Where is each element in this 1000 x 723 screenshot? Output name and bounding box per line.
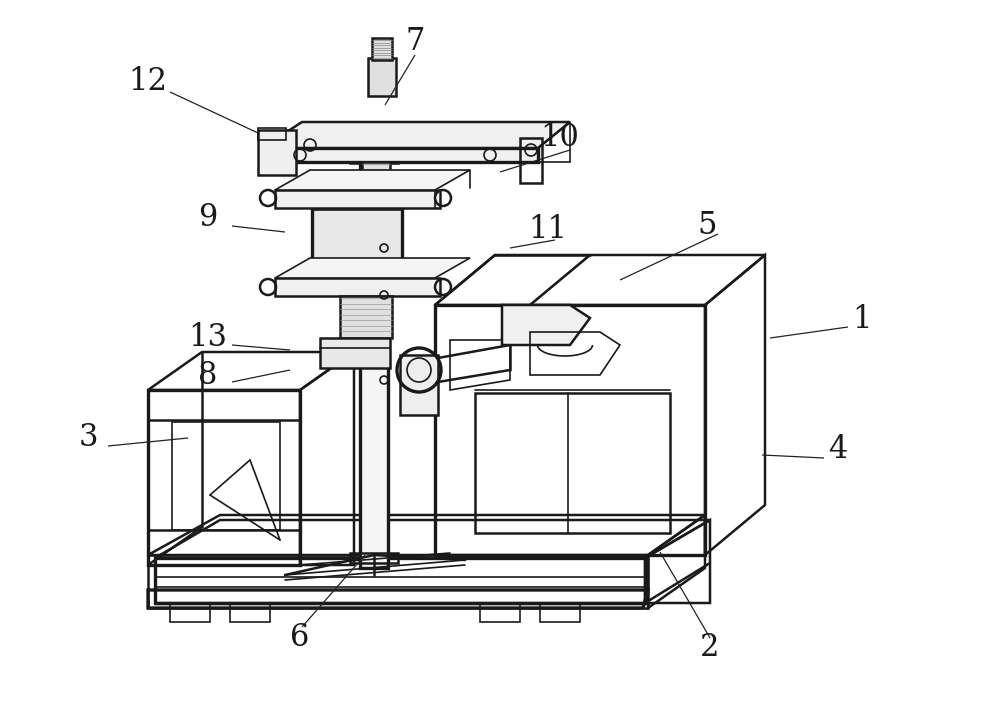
- Bar: [435, 305, 705, 555]
- Bar: [155, 577, 645, 587]
- Bar: [320, 338, 390, 368]
- Text: 7: 7: [405, 27, 425, 58]
- Bar: [350, 553, 398, 563]
- Bar: [275, 190, 440, 208]
- Text: 6: 6: [290, 623, 310, 654]
- Bar: [540, 604, 580, 622]
- Bar: [172, 422, 280, 530]
- Text: 5: 5: [697, 210, 717, 241]
- Text: 13: 13: [188, 322, 228, 354]
- Bar: [170, 604, 210, 622]
- Text: 2: 2: [700, 633, 720, 664]
- Text: 11: 11: [528, 215, 568, 246]
- Bar: [148, 390, 300, 420]
- Bar: [400, 355, 438, 415]
- Polygon shape: [262, 122, 570, 148]
- Bar: [312, 198, 402, 278]
- Text: 1: 1: [852, 304, 872, 335]
- Bar: [350, 148, 398, 163]
- Bar: [480, 604, 520, 622]
- Bar: [360, 148, 388, 568]
- Polygon shape: [262, 148, 538, 162]
- Text: 4: 4: [828, 435, 848, 466]
- Bar: [258, 128, 286, 140]
- Text: 3: 3: [78, 422, 98, 453]
- Text: 9: 9: [198, 202, 218, 234]
- Polygon shape: [275, 258, 470, 278]
- Text: 12: 12: [128, 67, 168, 98]
- Bar: [155, 558, 645, 603]
- Text: 8: 8: [198, 359, 218, 390]
- Bar: [362, 162, 390, 190]
- Bar: [475, 393, 670, 533]
- Bar: [520, 138, 542, 183]
- Bar: [340, 296, 392, 338]
- Bar: [275, 278, 440, 296]
- Polygon shape: [275, 170, 470, 190]
- Bar: [258, 130, 296, 175]
- Text: 10: 10: [541, 122, 579, 153]
- Bar: [372, 38, 392, 60]
- Polygon shape: [502, 305, 590, 345]
- Bar: [368, 58, 396, 96]
- Bar: [230, 604, 270, 622]
- Bar: [148, 530, 300, 565]
